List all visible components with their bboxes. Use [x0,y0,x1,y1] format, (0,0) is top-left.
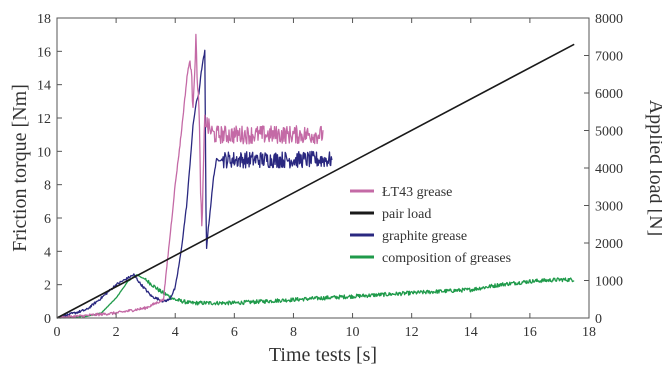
y-left-tick-label: 14 [37,79,51,94]
y-right-tick-label: 2000 [595,237,623,252]
x-axis-title: Time tests [s] [269,344,377,365]
y-right-tick-label: 8000 [595,12,623,27]
legend-label-composition: composition of greases [382,251,511,266]
y-right-tick-label: 0 [595,312,602,327]
x-tick-label: 16 [523,325,537,340]
x-tick-label: 8 [290,325,297,340]
series-layer [56,33,575,319]
y-left-tick-label: 12 [37,112,51,127]
y-left-tick-label: 0 [44,312,51,327]
y-right-tick-label: 7000 [595,50,623,65]
y-left-axis-title: Friction torque [Nm] [9,84,31,252]
y-right-tick-label: 6000 [595,87,623,102]
ticks-layer: 0 2 4 6 8 10 12 14 16 180246810121416180100020003… [37,12,623,340]
y-left-tick-label: 16 [37,45,51,60]
y-left-tick-label: 8 [44,179,51,194]
y-left-tick-label: 18 [37,12,51,27]
x-tick-label: 14 [464,325,478,340]
legend-background [343,180,583,270]
legend-label-graphite: graphite grease [382,229,467,244]
y-right-axis-title: Applied load [N] [645,100,662,237]
x-tick-label: 10 [346,325,360,340]
x-tick-label: 6 [231,325,238,340]
series-line-composition [56,274,575,319]
x-tick-label: 4 [172,325,179,340]
x-tick-label: 0 [54,325,61,340]
axes-layer [56,17,590,319]
y-left-tick-label: 4 [44,245,51,260]
y-right-tick-label: 4000 [595,162,623,177]
y-right-tick-label: 1000 [595,275,623,290]
y-left-tick-label: 6 [44,212,51,227]
x-tick-label: 12 [405,325,419,340]
y-right-tick-label: 3000 [595,200,623,215]
series-line-graphite [56,49,333,319]
series-line-pair-load [56,43,575,319]
x-tick-label: 2 [113,325,120,340]
y-right-tick-label: 5000 [595,125,623,140]
y-left-tick-label: 10 [37,145,51,160]
legend-label-lt43: ŁT43 grease [382,185,452,200]
legend-label-pair-load: pair load [382,207,431,222]
x-tick-label: 18 [582,325,596,340]
legend: ŁT43 grease pair load graphite grease compo… [343,180,583,270]
plot-frame [56,17,590,319]
series-line-lt43 [56,33,324,319]
y-left-tick-label: 2 [44,279,51,294]
